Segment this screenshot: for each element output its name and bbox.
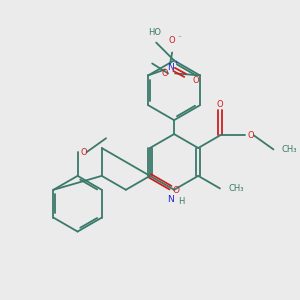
Text: O: O <box>248 131 255 140</box>
Text: CH₃: CH₃ <box>281 145 297 154</box>
Text: HO: HO <box>148 28 161 37</box>
Text: O: O <box>81 148 87 157</box>
Text: +: + <box>174 60 178 65</box>
Text: CH₃: CH₃ <box>229 184 244 193</box>
Text: O: O <box>161 69 168 78</box>
Text: O: O <box>172 186 179 195</box>
Text: ⁻: ⁻ <box>177 36 181 42</box>
Text: O: O <box>192 76 199 85</box>
Text: N: N <box>167 195 173 204</box>
Text: O: O <box>217 100 223 109</box>
Text: N: N <box>167 63 173 72</box>
Text: H: H <box>178 197 184 206</box>
Text: O: O <box>169 36 175 45</box>
